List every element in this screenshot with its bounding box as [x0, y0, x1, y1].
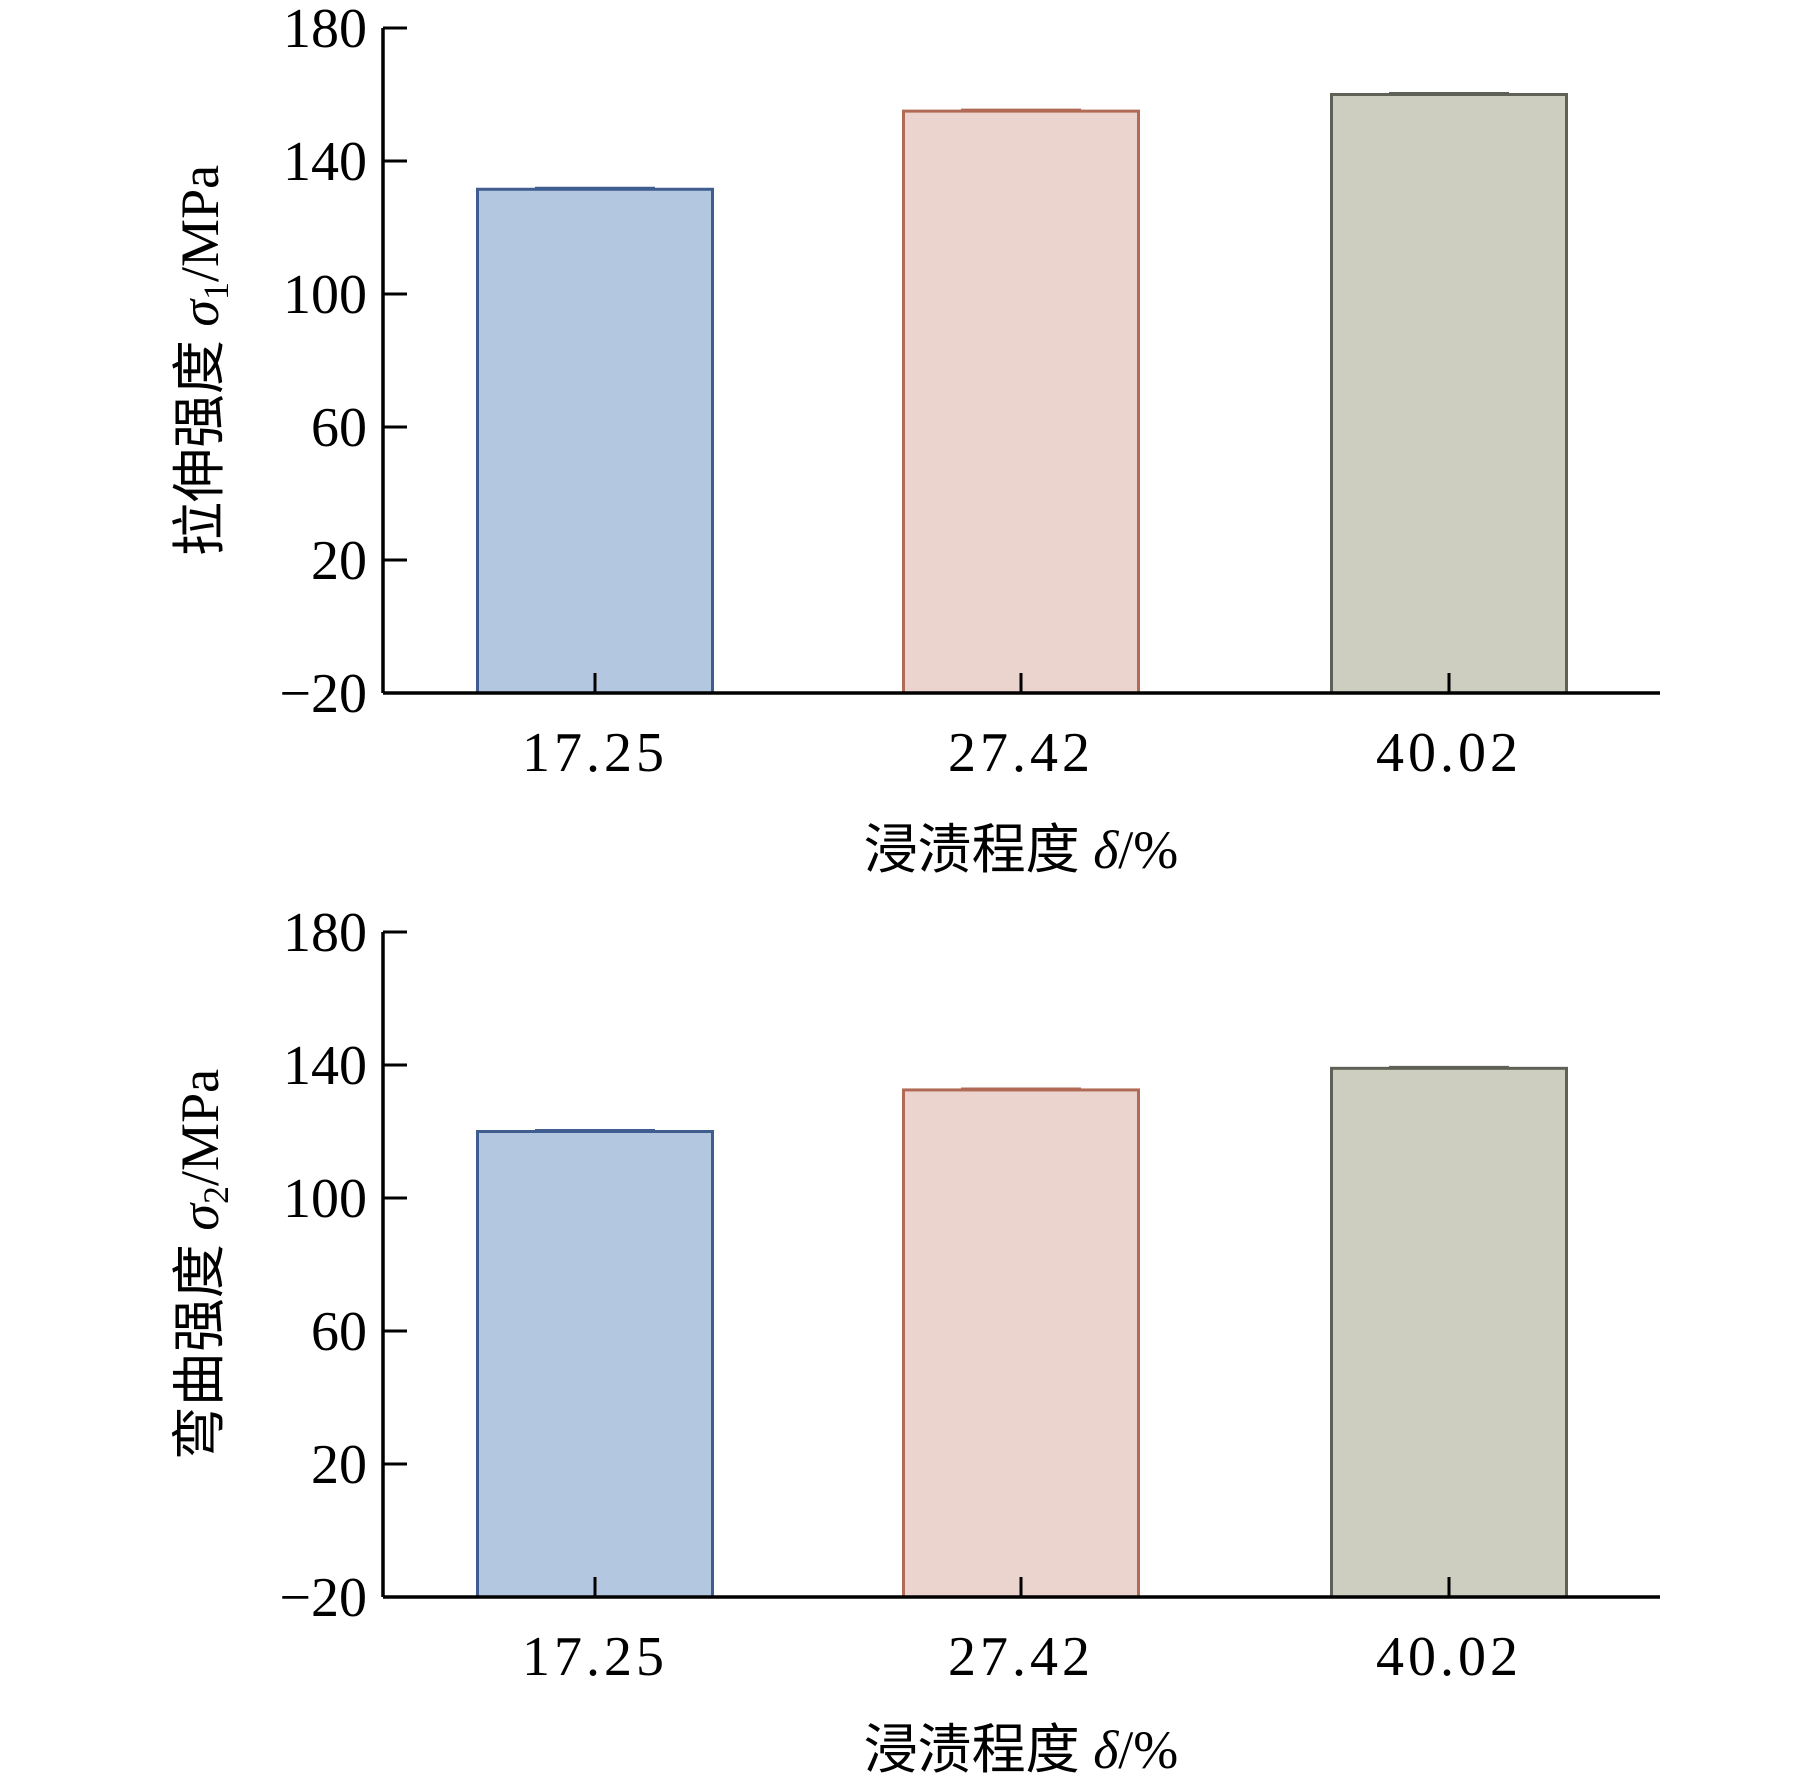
y-axis-title-text: 弯曲强度: [170, 1231, 230, 1461]
bar-27.42: [902, 109, 1140, 695]
bar-27.42: [902, 1088, 1140, 1599]
y-tick-label: 60: [311, 1301, 367, 1363]
y-tick-label: 100: [283, 264, 367, 326]
x-tick-label: 40.02: [1376, 1626, 1522, 1688]
y-axis-title: 拉伸强度 σ1/MPa: [170, 165, 236, 556]
y-axis-title: 弯曲强度 σ2/MPa: [170, 1069, 236, 1460]
y-tick-labels: 180 140 100 60 20 −20: [279, 0, 367, 725]
y-tick-label: 140: [283, 1035, 367, 1097]
y-axis-subscript: 1: [196, 282, 236, 300]
x-axis-unit: /%: [1118, 820, 1178, 880]
x-tick-label: 27.42: [948, 722, 1094, 784]
y-tick-label: −20: [279, 663, 367, 725]
y-axis-unit: /MPa: [170, 165, 230, 282]
y-tick-label: 100: [283, 1168, 367, 1230]
y-tick-label: 60: [311, 397, 367, 459]
x-axis-unit: /%: [1118, 1720, 1178, 1780]
bar-17.25: [476, 187, 714, 695]
x-axis-symbol: δ: [1093, 1720, 1119, 1780]
x-tick-label: 17.25: [522, 722, 668, 784]
bar-group: [476, 1065, 1568, 1599]
x-axis-title-text: 浸渍程度: [864, 820, 1094, 880]
x-tick-label: 40.02: [1376, 722, 1522, 784]
y-axis-subscript: 2: [196, 1186, 236, 1204]
x-tick-labels: 17.25 27.42 40.02: [522, 722, 1522, 784]
x-tick-labels: 17.25 27.42 40.02: [522, 1626, 1522, 1688]
x-axis-title: 浸渍程度 δ/%: [864, 1720, 1179, 1780]
y-axis-unit: /MPa: [170, 1069, 230, 1186]
x-tick-label: 17.25: [522, 1626, 668, 1688]
y-tick-label: 140: [283, 131, 367, 193]
y-tick-label: −20: [279, 1567, 367, 1629]
y-tick-label: 180: [283, 902, 367, 964]
flexural-strength-chart: 180 140 100 60 20 −20 17.25 27.42 40.02 弯曲强度 σ2…: [170, 902, 1660, 1780]
bar-40.02: [1330, 93, 1568, 695]
y-axis-symbol: σ: [170, 298, 230, 327]
bar-17.25: [476, 1130, 714, 1599]
y-axis-title-text: 拉伸强度: [170, 327, 230, 557]
x-axis-title-text: 浸渍程度: [864, 1720, 1094, 1780]
bar-40.02: [1330, 1066, 1568, 1599]
y-axis-symbol: σ: [170, 1202, 230, 1231]
x-axis-title: 浸渍程度 δ/%: [864, 820, 1179, 880]
y-tick-label: 20: [311, 1434, 367, 1496]
y-tick-label: 180: [283, 0, 367, 60]
y-tick-label: 20: [311, 530, 367, 592]
chart-axes: [381, 930, 1660, 1599]
x-axis-symbol: δ: [1093, 820, 1119, 880]
chart-axes: [381, 26, 1660, 695]
bar-group: [476, 92, 1568, 695]
x-tick-label: 27.42: [948, 1626, 1094, 1688]
y-tick-labels: 180 140 100 60 20 −20: [279, 902, 367, 1629]
